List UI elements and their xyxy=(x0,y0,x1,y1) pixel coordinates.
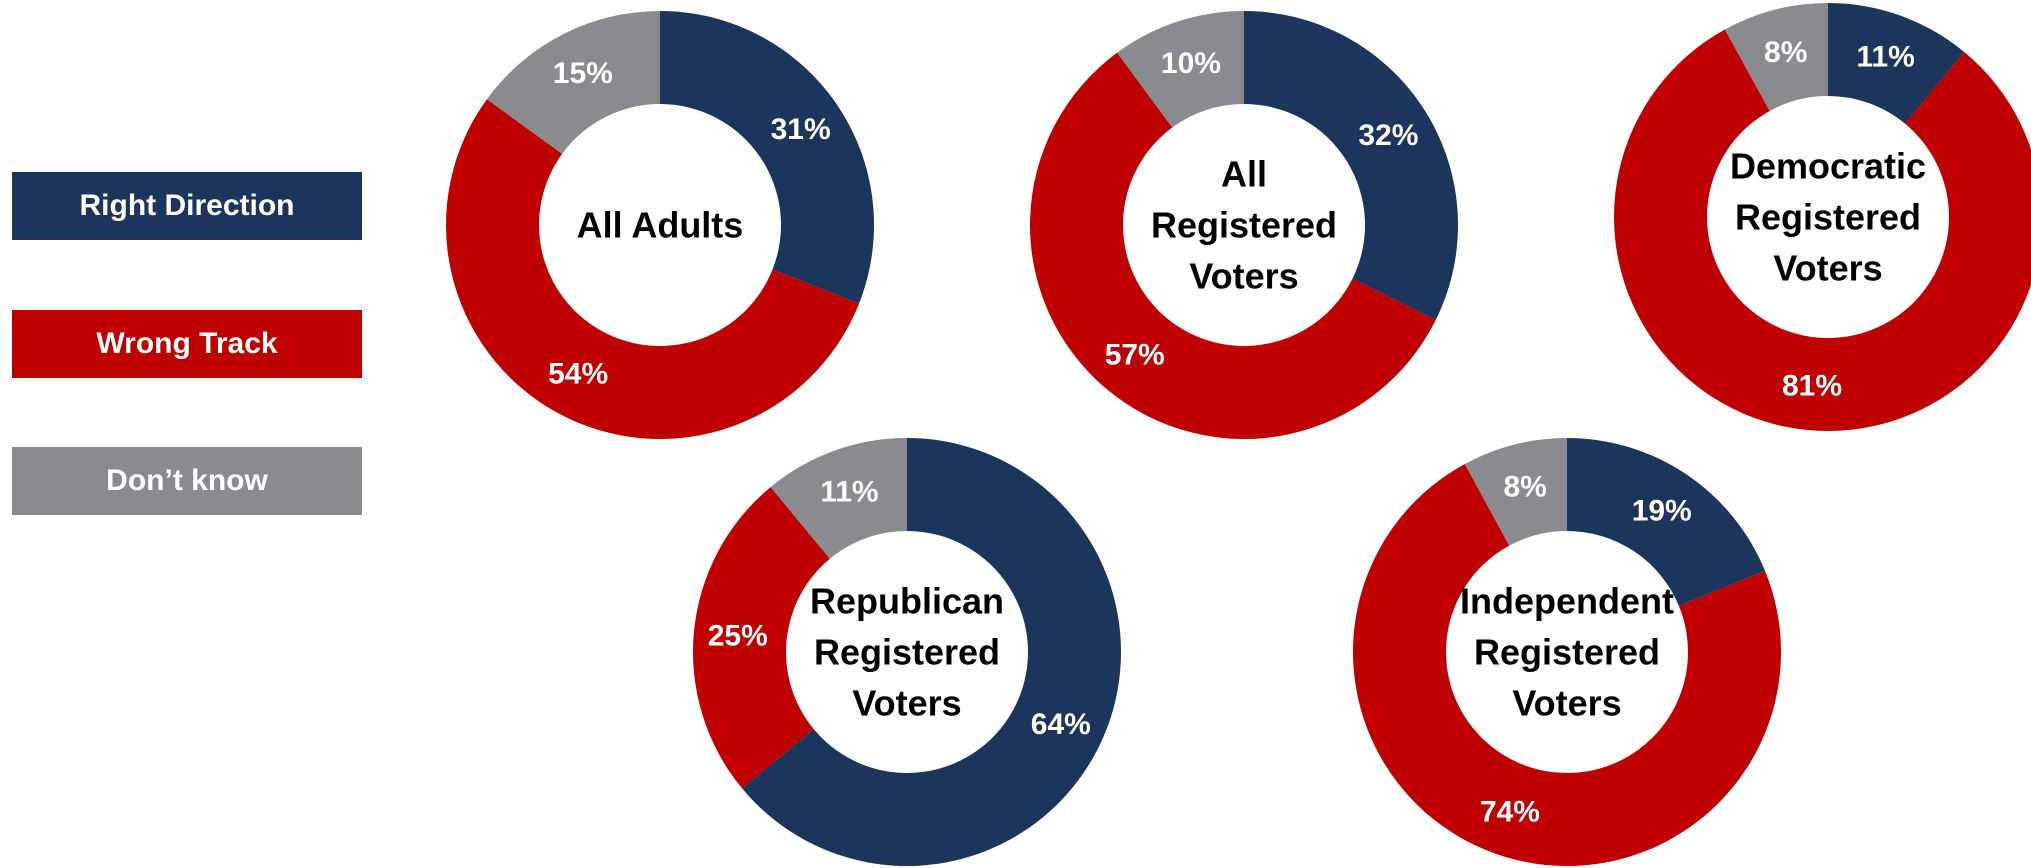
slice-wrong-track xyxy=(1352,463,1781,866)
slice-label-right-direction: 31% xyxy=(771,113,831,146)
center-label: Independent xyxy=(1460,581,1674,622)
donut-chart-5: 19% 74% 8% Independent Registered Voters xyxy=(1352,438,1781,866)
center-label: Republican xyxy=(810,581,1004,622)
slice-label-wrong-track: 25% xyxy=(708,620,768,653)
center-label: All xyxy=(1221,154,1267,195)
slice-label-right-direction: 64% xyxy=(1031,708,1091,741)
slice-label-right-direction: 11% xyxy=(1856,41,1914,74)
slice-label-right-direction: 32% xyxy=(1358,119,1418,152)
slice-wrong-track xyxy=(1030,52,1436,439)
donut-chart-4: 64% 25% 11% Republican Registered Voters xyxy=(693,438,1121,866)
slice-label-wrong-track: 54% xyxy=(548,357,608,390)
legend-right-direction-label: Right Direction xyxy=(79,189,295,222)
slice-label-don-t-know: 8% xyxy=(1764,36,1807,69)
donut-chart-2: 32% 57% 10% All Registered Voters xyxy=(1030,11,1458,439)
center-label: Voters xyxy=(1512,683,1621,724)
slice-label-don-t-know: 11% xyxy=(820,476,878,509)
slice-label-don-t-know: 10% xyxy=(1161,47,1221,80)
slice-wrong-track xyxy=(445,99,859,440)
center-label: Voters xyxy=(1773,248,1882,289)
legend-wrong-track-label: Wrong Track xyxy=(96,327,278,360)
legend-dont-know-label: Don’t know xyxy=(106,464,268,497)
slice-wrong-track xyxy=(693,487,830,789)
slice-label-wrong-track: 81% xyxy=(1782,370,1842,403)
donut-chart-1: 31% 54% 15% All Adults xyxy=(445,11,874,440)
slice-don-t-know xyxy=(1464,438,1567,546)
slice-label-don-t-know: 8% xyxy=(1503,471,1546,504)
legend-right-direction: Right Direction xyxy=(12,172,362,240)
center-label: Voters xyxy=(852,683,961,724)
center-label: Registered xyxy=(1151,205,1337,246)
slice-right-direction xyxy=(660,11,874,304)
slice-label-right-direction: 19% xyxy=(1632,494,1692,527)
legend-wrong-track: Wrong Track xyxy=(12,310,362,378)
slice-right-direction xyxy=(1828,3,1965,124)
slice-don-t-know xyxy=(770,438,907,559)
slice-label-wrong-track: 74% xyxy=(1480,796,1540,829)
slice-label-wrong-track: 57% xyxy=(1105,339,1165,372)
legend-dont-know: Don’t know xyxy=(12,447,362,515)
slice-right-direction xyxy=(742,438,1121,866)
slice-right-direction xyxy=(1567,438,1766,607)
center-label: All Adults xyxy=(577,205,744,246)
slice-label-don-t-know: 15% xyxy=(553,57,613,90)
center-label: Registered xyxy=(1474,632,1660,673)
center-label: Voters xyxy=(1189,256,1298,297)
center-label: Democratic xyxy=(1730,146,1926,187)
center-label: Registered xyxy=(814,632,1000,673)
slice-right-direction xyxy=(1244,11,1458,321)
slice-don-t-know xyxy=(1724,3,1828,111)
slice-wrong-track xyxy=(1614,29,2031,431)
slice-don-t-know xyxy=(486,11,660,154)
donut-chart-3: 11% 81% 8% Democratic Registered Voters xyxy=(1614,3,2031,431)
center-label: Registered xyxy=(1735,197,1921,238)
slice-don-t-know xyxy=(1117,11,1244,128)
